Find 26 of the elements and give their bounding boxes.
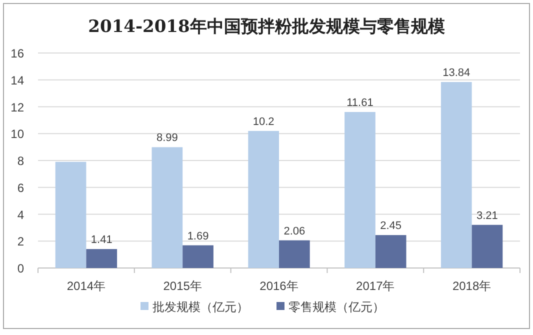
data-label: 13.84 <box>442 67 470 80</box>
x-tick-label: 2015年 <box>163 279 202 293</box>
y-tick-label: 12 <box>10 100 24 114</box>
x-tick-label: 2018年 <box>452 279 492 293</box>
data-label: 2.45 <box>380 220 402 232</box>
data-label: 1.41 <box>90 234 112 246</box>
data-label: 11.61 <box>346 96 374 109</box>
y-tick-label: 6 <box>17 180 24 195</box>
y-tick-label: 4 <box>17 208 24 222</box>
x-tick-label: 2014年 <box>66 279 106 293</box>
legend-label: 批发规模（亿元） <box>152 300 248 314</box>
title: 2014-2018年中国预拌粉批发规模与零售规模 <box>88 17 445 37</box>
y-tick-label: 10 <box>10 127 24 142</box>
data-label: 3.21 <box>476 210 498 222</box>
data-label: 10.2 <box>252 116 274 128</box>
y-tick-label: 14 <box>10 73 24 88</box>
data-label: 8.99 <box>156 132 178 144</box>
data-label: 2.06 <box>284 225 306 238</box>
y-tick-label: 0 <box>17 262 24 276</box>
y-tick-label: 2 <box>17 234 24 249</box>
data-label: 1.69 <box>187 230 209 242</box>
legend-label: 零售规模（亿元） <box>288 300 384 314</box>
y-tick-label: 8 <box>17 154 24 168</box>
y-tick-label: 16 <box>10 46 24 60</box>
x-tick-label: 2016年 <box>260 279 298 293</box>
x-tick-label: 2017年 <box>356 279 395 293</box>
